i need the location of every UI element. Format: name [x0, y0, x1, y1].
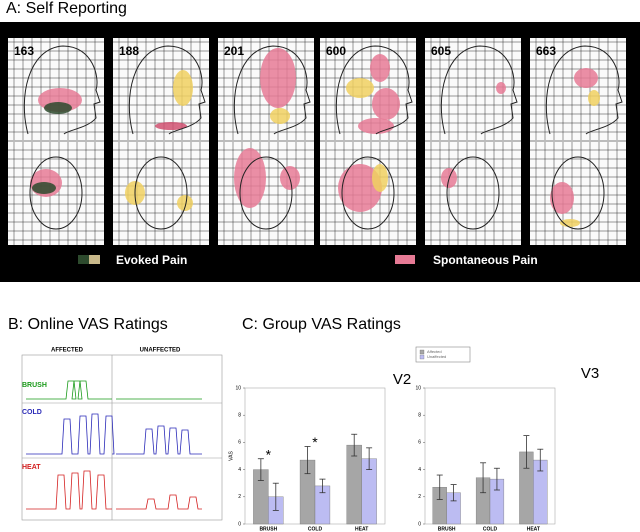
y-tick-label: 10: [235, 385, 241, 391]
pain-region: [173, 70, 193, 106]
x-tick-label: COLD: [483, 526, 498, 532]
y-tick-label: 10: [415, 385, 421, 391]
row-label: HEAT: [22, 464, 41, 471]
y-tick-label: 0: [238, 521, 241, 527]
x-tick-label: BRUSH: [438, 526, 456, 532]
subject-id: 605: [431, 44, 451, 58]
y-axis-label: VAS: [228, 451, 234, 461]
pain-region: [44, 102, 72, 114]
head-profile: [23, 45, 101, 135]
drawing-card: 605: [425, 38, 521, 245]
vas-trace: [116, 494, 202, 510]
pain-region: [270, 108, 290, 124]
y-tick-label: 8: [418, 413, 421, 419]
head-profile: [440, 45, 518, 135]
x-tick-label: COLD: [308, 526, 323, 532]
drawing-card: 188: [113, 38, 209, 245]
y-tick-label: 4: [238, 467, 241, 473]
column-label: AFFECTED: [51, 348, 84, 354]
y-tick-label: 2: [238, 494, 241, 500]
y-tick-label: 0: [418, 521, 421, 527]
row-label: COLD: [22, 409, 42, 416]
legend-swatch: [78, 255, 89, 264]
drawing-card: 663: [530, 38, 626, 245]
head-front: [134, 156, 188, 230]
pain-region: [496, 82, 506, 94]
significance-mark: *: [266, 446, 272, 462]
legend-label: Evoked Pain: [116, 253, 187, 267]
head-profile: [233, 45, 311, 135]
legend-swatch: [89, 255, 100, 264]
pain-region: [372, 88, 400, 120]
legend-label: Affected: [427, 349, 442, 354]
row-label: BRUSH: [22, 382, 47, 389]
pain-region: [338, 164, 382, 212]
vas-trace: [26, 380, 112, 400]
y-tick-label: 6: [418, 440, 421, 446]
vas-trace: [26, 470, 112, 510]
panel-a-title: A: Self Reporting: [6, 0, 127, 17]
head-front: [341, 156, 395, 230]
head-profile: [128, 45, 206, 135]
significance-mark: *: [312, 434, 318, 450]
column-label: UNAFFECTED: [140, 348, 181, 354]
pain-region: [177, 195, 193, 211]
pain-region: [560, 219, 580, 227]
subject-id: 663: [536, 44, 556, 58]
subject-id: 201: [224, 44, 244, 58]
y-tick-label: 4: [418, 467, 421, 473]
y-tick-label: 2: [418, 494, 421, 500]
pain-region: [550, 182, 574, 214]
head-front: [446, 156, 500, 230]
legend-box: [415, 346, 471, 363]
pain-region: [346, 78, 374, 98]
drawing-card: 201: [218, 38, 314, 245]
y-tick-label: 8: [238, 413, 241, 419]
subject-id: 188: [119, 44, 139, 58]
legend-swatch: [419, 354, 425, 360]
pain-region: [588, 90, 600, 106]
panel-c-title: C: Group VAS Ratings: [242, 316, 401, 333]
pain-region: [32, 182, 56, 194]
bar: [346, 444, 362, 525]
pain-region: [155, 122, 187, 130]
panel-b-frame: [21, 354, 223, 521]
pain-region: [372, 164, 388, 192]
subject-id: 600: [326, 44, 346, 58]
drawing-card: 163: [8, 38, 104, 245]
legend-label: Unaffected: [427, 354, 446, 359]
head-profile: [545, 45, 623, 135]
legend-swatch: [395, 255, 415, 264]
x-tick-label: HEAT: [527, 526, 540, 532]
y-tick-label: 6: [238, 440, 241, 446]
chart-title: V3: [581, 365, 599, 382]
pain-region: [358, 118, 394, 134]
vas-trace: [116, 425, 202, 455]
head-front: [29, 156, 83, 230]
vas-trace: [26, 413, 115, 455]
legend-swatch: [419, 349, 425, 355]
subject-id: 163: [14, 44, 34, 58]
x-tick-label: HEAT: [355, 526, 368, 532]
pain-region: [234, 148, 266, 208]
head-front: [239, 156, 293, 230]
pain-region: [260, 48, 296, 108]
pain-region: [370, 54, 390, 82]
drawing-card: 600: [320, 38, 416, 245]
x-tick-label: BRUSH: [259, 526, 277, 532]
chart-title: V2: [393, 371, 411, 388]
panel-b-title: B: Online VAS Ratings: [8, 316, 168, 333]
head-front: [551, 156, 605, 230]
legend-label: Spontaneous Pain: [433, 253, 538, 267]
pain-region: [574, 68, 598, 88]
head-profile: [335, 45, 413, 135]
